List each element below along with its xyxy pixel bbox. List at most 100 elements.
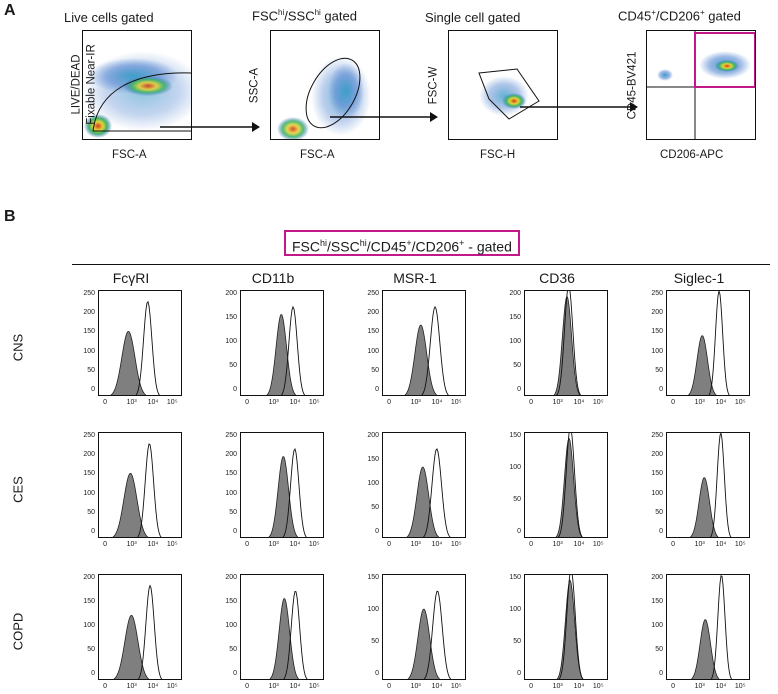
isotype-histogram xyxy=(266,313,297,395)
histogram-curves xyxy=(269,590,308,679)
histogram-curves xyxy=(113,584,163,679)
plot4-title: CD45+/CD206+ gated xyxy=(618,8,741,24)
x-tick-label: 10⁴ xyxy=(715,683,727,690)
x-tick-label: 10³ xyxy=(126,541,137,548)
x-tick-label: 0 xyxy=(387,399,391,406)
stain-histogram xyxy=(280,305,306,395)
marker-title-siglec1: Siglec-1 xyxy=(673,270,725,286)
panel-b-letter: B xyxy=(4,208,16,225)
isotype-histogram xyxy=(406,466,440,537)
y-tick-label: 100 xyxy=(651,622,663,629)
y-tick-label: 200 xyxy=(83,451,95,459)
histogram-panel xyxy=(524,290,608,396)
y-tick-label: 50 xyxy=(513,496,521,503)
y-tick-label: 0 xyxy=(233,670,237,677)
y-tick-label: 200 xyxy=(651,574,663,581)
y-tick-label: 50 xyxy=(655,646,663,653)
x-tick-label: 10⁴ xyxy=(573,541,585,548)
row-label-ces: CES xyxy=(10,476,26,503)
stain-histogram xyxy=(557,433,583,537)
histogram-panel xyxy=(382,290,466,396)
y-tick-label: 50 xyxy=(513,362,521,369)
y-tick-label: 200 xyxy=(367,432,379,439)
y-tick-label: 100 xyxy=(83,489,95,497)
y-tick-label: 250 xyxy=(83,290,95,297)
isotype-histogram xyxy=(113,614,150,679)
y-tick-label: 0 xyxy=(91,528,95,535)
marker-title-msr1: MSR-1 xyxy=(393,270,437,286)
x-tick-label: 10⁴ xyxy=(715,541,727,548)
y-tick-label: 200 xyxy=(225,574,237,581)
y-tick-label: 150 xyxy=(83,470,95,478)
x-tick-label: 10⁴ xyxy=(289,399,301,406)
x-tick-label: 10³ xyxy=(694,399,705,406)
histogram-curves xyxy=(407,590,452,679)
y-tick-label: 200 xyxy=(83,309,95,317)
x-tick-label: 10³ xyxy=(552,399,563,406)
y-tick-label: 250 xyxy=(651,432,663,439)
y-tick-label: 100 xyxy=(367,606,379,613)
y-tick-label: 150 xyxy=(225,470,237,478)
y-tick-label: 0 xyxy=(375,670,379,677)
plot1-density xyxy=(83,51,191,138)
x-tick-label: 0 xyxy=(245,683,249,690)
y-tick-label: 150 xyxy=(83,328,95,336)
x-tick-label: 10⁴ xyxy=(573,683,585,690)
x-tick-label: 0 xyxy=(103,683,107,690)
x-tick-label: 10³ xyxy=(410,683,421,690)
x-tick-label: 10⁴ xyxy=(573,399,585,406)
isotype-histogram xyxy=(110,330,147,395)
y-tick-label: 150 xyxy=(651,470,663,478)
x-tick-label: 10³ xyxy=(552,541,563,548)
x-tick-label: 10⁵ xyxy=(166,541,178,548)
plot2-density xyxy=(277,56,371,139)
y-tick-label: 200 xyxy=(225,290,237,297)
x-tick-label: 10⁴ xyxy=(147,683,159,690)
y-tick-label: 100 xyxy=(225,338,237,345)
x-tick-label: 0 xyxy=(671,541,675,548)
y-tick-label: 0 xyxy=(375,386,379,393)
plot1-ylabel-1: LIVE/DEAD xyxy=(70,54,83,115)
plot3-dotplot xyxy=(448,30,558,140)
marker-title-cd36: CD36 xyxy=(539,270,575,286)
stain-histogram xyxy=(135,300,160,395)
plot1-xlabel: FSC-A xyxy=(112,149,147,161)
x-tick-label: 10³ xyxy=(694,541,705,548)
plot2-title: FSChi/SSChi gated xyxy=(252,8,357,24)
y-tick-label: 150 xyxy=(367,456,379,463)
histogram-panel xyxy=(666,574,750,680)
y-tick-label: 100 xyxy=(509,606,521,613)
histogram-curves xyxy=(690,575,733,679)
plot4-xlabel: CD206-APC xyxy=(660,149,724,161)
arrow-3 xyxy=(520,102,638,112)
plot1-dotplot xyxy=(82,30,192,140)
x-tick-label: 10³ xyxy=(126,399,137,406)
y-tick-label: 250 xyxy=(83,432,95,439)
stain-histogram xyxy=(423,590,452,679)
plot3-title: Single cell gated xyxy=(425,10,521,25)
y-tick-label: 100 xyxy=(367,347,379,355)
histogram-curves xyxy=(404,305,449,395)
plot2-xlabel: FSC-A xyxy=(300,149,335,161)
plot3-xlabel: FSC-H xyxy=(480,149,516,161)
x-tick-label: 10⁴ xyxy=(289,683,301,690)
x-tick-label: 10⁵ xyxy=(734,399,746,406)
y-tick-label: 50 xyxy=(655,508,663,516)
y-tick-label: 100 xyxy=(83,347,95,355)
histogram-panel xyxy=(524,432,608,538)
y-tick-label: 200 xyxy=(651,451,663,459)
y-tick-label: 150 xyxy=(225,598,237,605)
stain-histogram xyxy=(137,443,162,537)
x-tick-label: 10⁵ xyxy=(166,399,178,406)
y-tick-label: 0 xyxy=(659,386,663,393)
y-tick-label: 50 xyxy=(229,362,237,369)
y-tick-label: 150 xyxy=(509,432,521,439)
isotype-histogram xyxy=(690,619,720,679)
y-tick-label: 200 xyxy=(509,290,521,297)
row-label-cns: CNS xyxy=(10,333,26,362)
x-tick-label: 0 xyxy=(671,399,675,406)
histogram-panel xyxy=(666,432,750,538)
histogram-panel xyxy=(240,574,324,680)
isotype-histogram xyxy=(269,597,300,679)
x-tick-label: 10³ xyxy=(268,541,279,548)
